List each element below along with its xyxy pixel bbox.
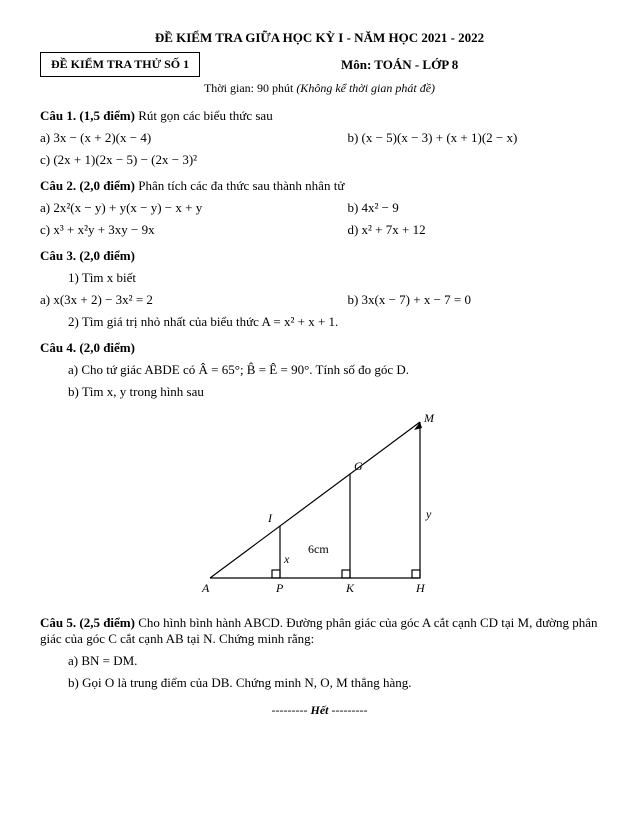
q1-head: Câu 1. (1,5 điểm) Rút gọn các biểu thức …	[40, 108, 599, 124]
triangle-figure: M G I A P K H x y 6cm	[190, 408, 450, 603]
footer: --------- Hết ---------	[40, 703, 599, 718]
q4-bold: Câu 4. (2,0 điểm)	[40, 340, 135, 355]
footer-dash2: ---------	[329, 703, 368, 717]
main-title: ĐỀ KIỂM TRA GIỮA HỌC KỲ I - NĂM HỌC 2021…	[40, 30, 599, 46]
q1-a: a) 3x − (x + 2)(x − 4)	[40, 130, 347, 146]
q4-b: b) Tìm x, y trong hình sau	[68, 384, 599, 400]
q1-rest: Rút gọn các biểu thức sau	[135, 108, 273, 123]
q3-bold: Câu 3. (2,0 điểm)	[40, 248, 135, 263]
fig-label-G: G	[354, 459, 363, 473]
q2-head: Câu 2. (2,0 điểm) Phân tích các đa thức …	[40, 178, 599, 194]
q1-bold: Câu 1. (1,5 điểm)	[40, 108, 135, 123]
q2-row-cd: c) x³ + x²y + 3xy − 9x d) x² + 7x + 12	[40, 222, 599, 238]
q1-c: c) (2x + 1)(2x − 5) − (2x − 3)²	[40, 152, 347, 168]
q3-a: a) x(3x + 2) − 3x² = 2	[40, 292, 347, 308]
fig-label-I: I	[267, 511, 273, 525]
fig-label-K: K	[345, 581, 355, 595]
q5-head: Câu 5. (2,5 điểm) Cho hình bình hành ABC…	[40, 615, 599, 647]
q2-c: c) x³ + x²y + 3xy − 9x	[40, 222, 347, 238]
q3-sub1: 1) Tìm x biết	[68, 270, 599, 286]
q2-d: d) x² + 7x + 12	[347, 222, 599, 238]
q4-head: Câu 4. (2,0 điểm)	[40, 340, 599, 356]
fig-label-A: A	[201, 581, 210, 595]
q3-sub2: 2) Tìm giá trị nhỏ nhất của biểu thức A …	[68, 314, 599, 330]
time-prefix: Thời gian: 90 phút	[204, 81, 296, 95]
footer-end: Hết	[311, 703, 329, 717]
q2-row-ab: a) 2x²(x − y) + y(x − y) − x + y b) 4x² …	[40, 200, 599, 216]
fig-label-x: x	[283, 552, 290, 566]
fig-label-y: y	[425, 507, 432, 521]
exam-box: ĐỀ KIỂM TRA THỬ SỐ 1	[40, 52, 200, 77]
fig-label-6cm: 6cm	[308, 542, 329, 556]
q3-row-ab: a) x(3x + 2) − 3x² = 2 b) 3x(x − 7) + x …	[40, 292, 599, 308]
q2-b: b) 4x² − 9	[347, 200, 599, 216]
q5-b: b) Gọi O là trung điểm của DB. Chứng min…	[68, 675, 599, 691]
q5-bold: Câu 5. (2,5 điểm)	[40, 615, 135, 630]
q1-b: b) (x − 5)(x − 3) + (x + 1)(2 − x)	[347, 130, 599, 146]
fig-label-M: M	[423, 411, 435, 425]
q5-a: a) BN = DM.	[68, 653, 599, 669]
time-row: Thời gian: 90 phút (Không kể thời gian p…	[40, 81, 599, 96]
q3-head: Câu 3. (2,0 điểm)	[40, 248, 599, 264]
q2-a: a) 2x²(x − y) + y(x − y) − x + y	[40, 200, 347, 216]
fig-label-P: P	[275, 581, 284, 595]
q2-bold: Câu 2. (2,0 điểm)	[40, 178, 135, 193]
subject-line: Môn: TOÁN - LỚP 8	[200, 57, 599, 73]
q3-b: b) 3x(x − 7) + x − 7 = 0	[347, 292, 599, 308]
time-note: (Không kể thời gian phát đề)	[296, 81, 435, 95]
q1-row-ab: a) 3x − (x + 2)(x − 4) b) (x − 5)(x − 3)…	[40, 130, 599, 146]
fig-label-H: H	[415, 581, 426, 595]
q2-rest: Phân tích các đa thức sau thành nhân tử	[135, 178, 344, 193]
q4-a: a) Cho tứ giác ABDE có Â = 65°; B̂ = Ê =…	[68, 362, 599, 378]
header-row: ĐỀ KIỂM TRA THỬ SỐ 1 Môn: TOÁN - LỚP 8	[40, 52, 599, 77]
footer-dash1: ---------	[272, 703, 311, 717]
q1-row-c: c) (2x + 1)(2x − 5) − (2x − 3)²	[40, 152, 599, 168]
